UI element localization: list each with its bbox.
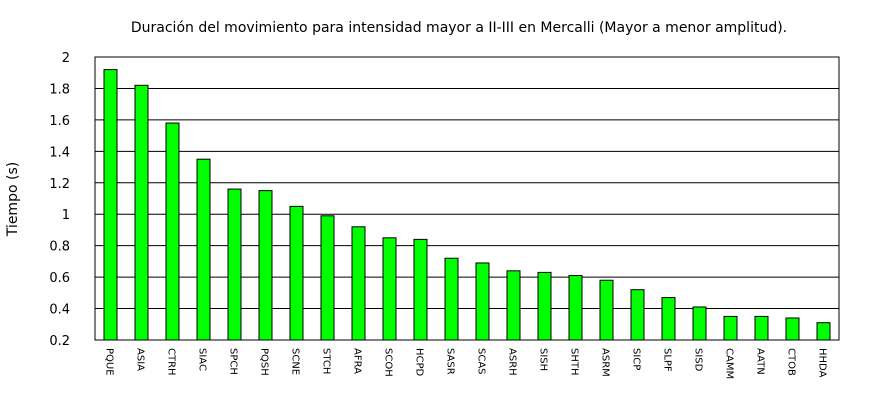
bar-sasr bbox=[444, 257, 459, 341]
x-tick-label: CTRH bbox=[166, 348, 177, 376]
bar-hcpd bbox=[413, 238, 428, 341]
bar-aatn bbox=[754, 315, 769, 341]
x-tick-label: HCPD bbox=[414, 348, 425, 377]
x-tick-label: SCAS bbox=[476, 348, 487, 375]
y-tick-label: 1.2 bbox=[49, 177, 70, 192]
y-tick-label: 2 bbox=[62, 51, 70, 66]
x-tick-label: PQUE bbox=[104, 348, 115, 376]
x-tick-label: HHDA bbox=[817, 348, 828, 378]
x-tick-label: CAMM bbox=[724, 348, 735, 379]
y-tick-label: 1.8 bbox=[49, 82, 70, 97]
x-tick-label: ASRM bbox=[600, 348, 611, 377]
x-tick-label: ASIA bbox=[135, 348, 146, 371]
bar-scas bbox=[475, 262, 490, 341]
x-tick-label: SCNE bbox=[290, 348, 301, 375]
bar-stch bbox=[320, 215, 335, 341]
bar-asia bbox=[134, 84, 149, 341]
x-tick-label: PQSH bbox=[259, 348, 270, 376]
bar-asrh bbox=[506, 270, 521, 341]
bar-hhda bbox=[816, 322, 831, 341]
y-tick-label: 1.4 bbox=[49, 145, 70, 160]
bar-pque bbox=[103, 69, 118, 341]
x-tick-label: SCOH bbox=[383, 348, 394, 377]
x-tick-label: SISD bbox=[693, 348, 704, 372]
y-tick-label: 0.2 bbox=[49, 334, 70, 349]
x-tick-label: ASRH bbox=[507, 348, 518, 376]
x-tick-label: SICP bbox=[631, 348, 642, 370]
x-tick-label: AFRA bbox=[352, 348, 363, 374]
x-tick-label: CTOB bbox=[786, 348, 797, 376]
bar-sish bbox=[537, 271, 552, 341]
bar-camm bbox=[723, 315, 738, 341]
bar-pqsh bbox=[258, 190, 273, 341]
x-tick-label: SHTH bbox=[569, 348, 580, 376]
bar-afra bbox=[351, 226, 366, 341]
bar-scoh bbox=[382, 237, 397, 341]
y-axis-label: Tiempo (s) bbox=[5, 162, 21, 237]
bar-scne bbox=[289, 205, 304, 341]
bar-spch bbox=[227, 188, 242, 341]
bar-sicp bbox=[630, 289, 645, 341]
plot-area: 0.2 0.4 0.6 0.8 1 1.2 1.4 1.6 1.8 2 PQUE ASIA CTRH SI… bbox=[49, 51, 840, 379]
bar-asrm bbox=[599, 279, 614, 341]
x-tick-label: SISH bbox=[538, 348, 549, 371]
bar-shth bbox=[568, 275, 583, 341]
x-tick-label: SLPF bbox=[662, 348, 673, 372]
y-tick-label: 0.6 bbox=[49, 271, 70, 286]
chart-title: Duración del movimiento para intensidad … bbox=[131, 20, 787, 36]
bar-siac bbox=[196, 158, 211, 341]
bar-sisd bbox=[692, 306, 707, 341]
x-tick-label: SIAC bbox=[197, 348, 208, 371]
y-tick-label: 0.4 bbox=[49, 303, 70, 318]
x-tick-label: SPCH bbox=[228, 348, 239, 375]
bar-ctrh bbox=[165, 122, 180, 341]
bar-slpf bbox=[661, 297, 676, 341]
x-tick-label: SASR bbox=[445, 348, 456, 375]
x-tick-label: AATN bbox=[755, 348, 766, 375]
y-tick-label: 0.8 bbox=[49, 240, 70, 255]
bar-ctob bbox=[785, 317, 800, 341]
x-tick-label: STCH bbox=[321, 348, 332, 374]
y-tick-label: 1 bbox=[62, 208, 70, 223]
y-tick-label: 1.6 bbox=[49, 114, 70, 129]
